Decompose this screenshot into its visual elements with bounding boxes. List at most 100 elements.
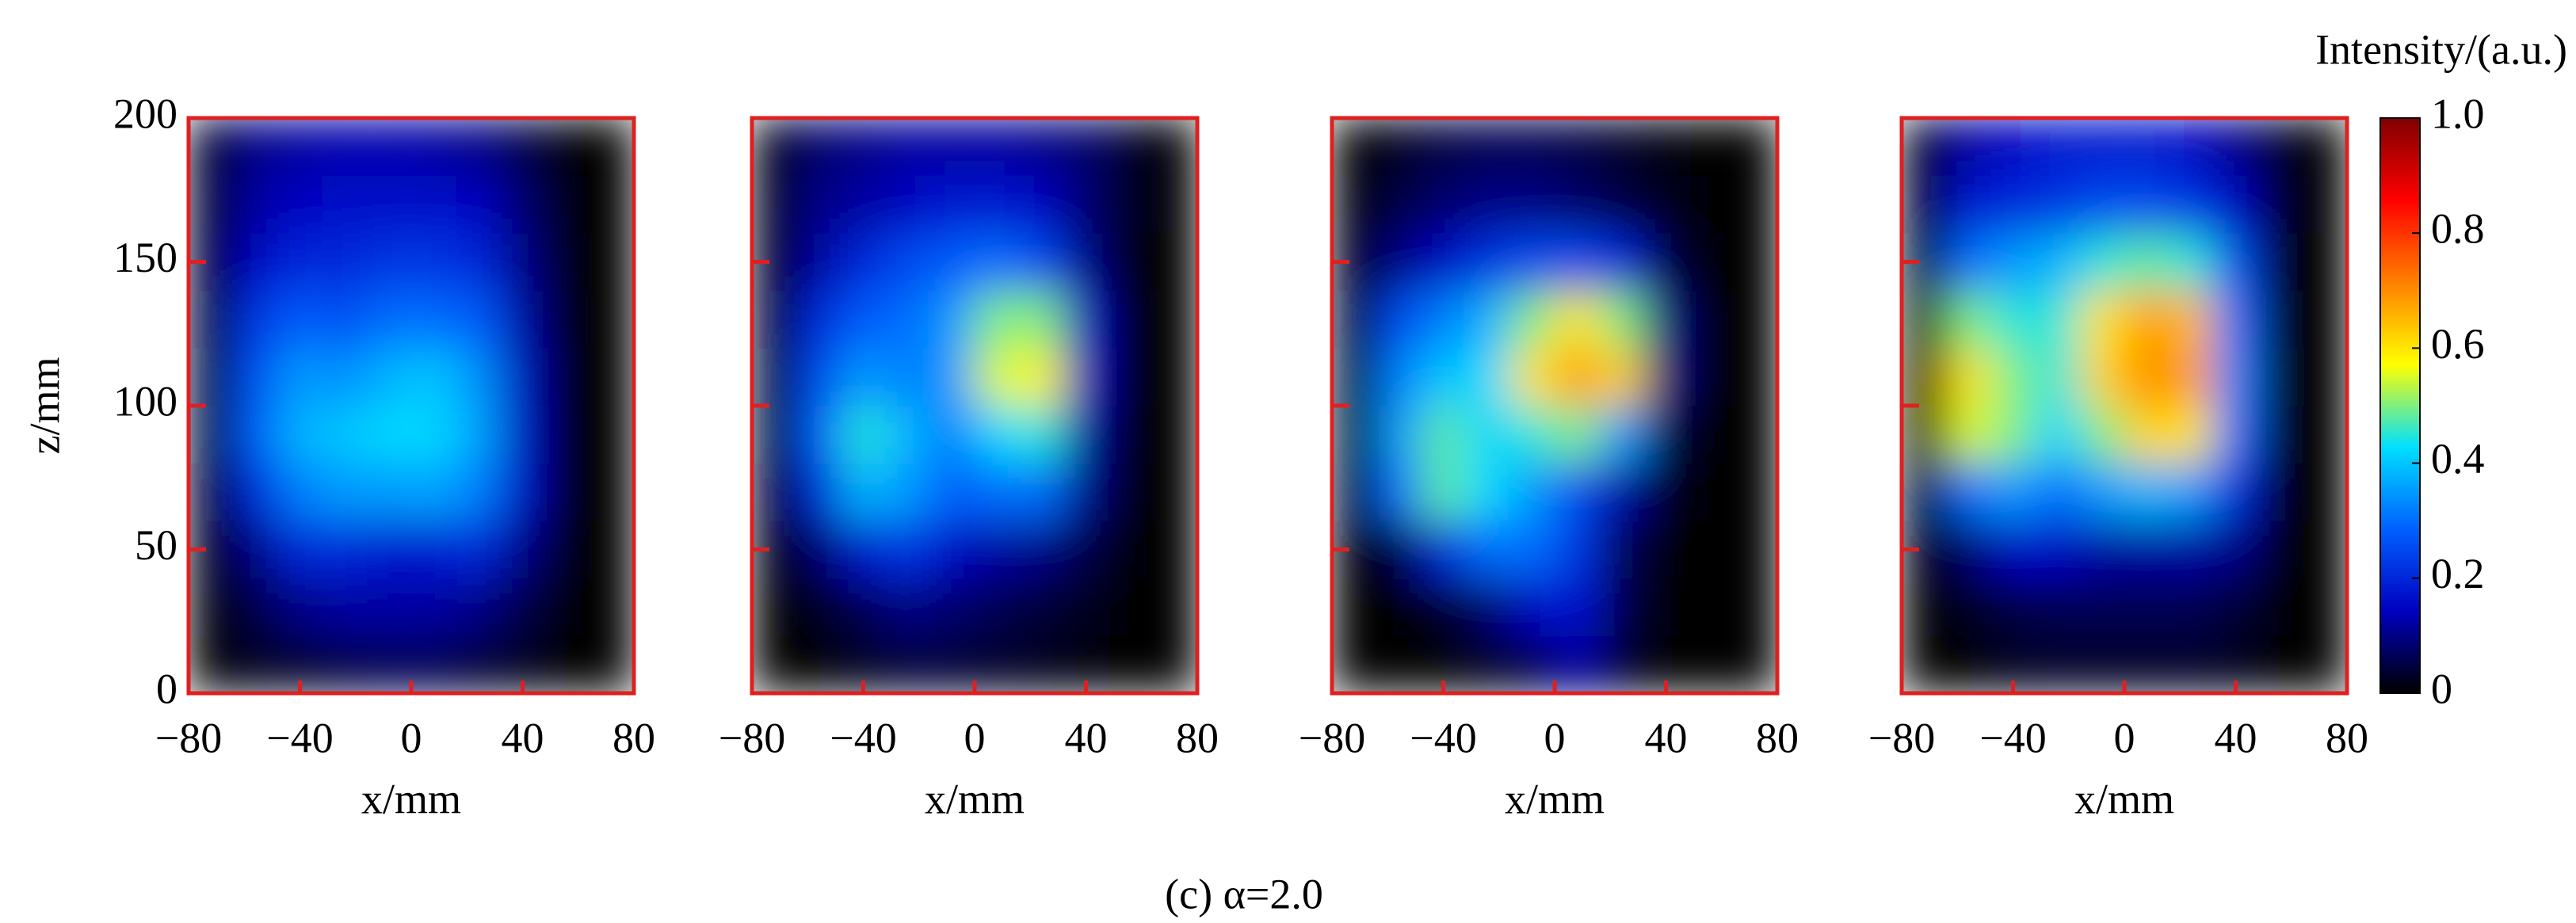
heat-cell [589,406,634,464]
heat-cell [1019,578,1064,636]
heat-cell [1688,463,1734,521]
heat-cell [1509,348,1555,406]
heat-cell [1555,578,1600,636]
heat-cell [500,290,546,349]
caption: (c) α=2.0 [1165,870,1323,917]
heat-cell [796,118,841,177]
heat-cell [1019,521,1064,579]
heat-cell [1946,118,1991,177]
heat-cell [1555,233,1600,292]
x-tick-label: 0 [964,714,986,761]
heat-cell [1990,175,2036,234]
heat-cell [2213,290,2259,349]
heat-cell [1063,521,1109,579]
heat-cell [277,290,323,349]
heat-cell [2213,406,2259,464]
heat-cell [1465,463,1511,521]
heat-cell [841,290,887,349]
heat-cell [233,348,278,406]
heat-cell [456,521,501,579]
heat-cell [1108,290,1154,349]
heat-cell [975,521,1020,579]
heat-cell [1688,635,1734,693]
heat-cell [1465,175,1511,234]
heat-cell [589,290,634,349]
heat-cell [2079,118,2125,177]
heat-cell [589,233,634,292]
heat-cell [277,578,323,636]
colorbar-tick-label: 1.0 [2431,90,2485,137]
heat-cell [1732,521,1777,579]
heat-cell [841,578,887,636]
x-tick-label: 80 [1756,714,1799,761]
heat-cell [796,521,841,579]
heat-cell [1152,406,1197,464]
y-axis-label: z/mm [21,357,68,455]
heat-cell [796,290,841,349]
heat-cell [1946,463,1991,521]
heat-cell [500,578,546,636]
x-axis-label: x/mm [2074,775,2174,822]
heat-cell [1555,521,1600,579]
plot-frame [750,116,1200,696]
heat-cell [589,118,634,177]
heat-cell [2035,463,2081,521]
heat-cell [1063,348,1109,406]
heat-cell [1990,233,2036,292]
heat-cell [1688,348,1734,406]
heat-cell [233,118,278,177]
heat-cell [500,406,546,464]
heat-cell [2169,348,2214,406]
heat-cell [1376,578,1422,636]
heat-cell [1902,463,1947,521]
heat-cell [2124,578,2170,636]
heat-cell [277,233,323,292]
heat-cell [1332,175,1377,234]
heat-cell [411,521,456,579]
heat-cell [1643,578,1689,636]
heat-cell [975,635,1020,693]
heat-cell [796,578,841,636]
heat-cell [544,175,590,234]
heat-cell [1902,290,1947,349]
heat-cell [1643,175,1689,234]
heat-cell [366,348,412,406]
heat-cell [189,406,234,464]
heat-cell [2035,175,2081,234]
heat-cell [1019,233,1064,292]
heat-cell [500,348,546,406]
heat-cell [796,175,841,234]
heat-cell [1421,521,1467,579]
heat-cell [2302,233,2347,292]
colorbar-tick-label: 0.4 [2431,435,2485,482]
heat-cell [841,463,887,521]
heat-cell [929,290,975,349]
heat-cell [1732,348,1777,406]
heat-cell [1946,578,1991,636]
heat-cell [1152,578,1197,636]
heat-cell [1376,290,1422,349]
heat-cell [2124,406,2170,464]
heat-cell [2302,406,2347,464]
heat-cell [500,175,546,234]
heat-cell [2035,290,2081,349]
heat-cell [456,463,501,521]
heatmap [1332,118,1777,693]
heat-cell [189,635,234,693]
heat-cell [544,463,590,521]
heat-cell [1063,118,1109,177]
heat-cell [411,118,456,177]
heat-cell [411,463,456,521]
heat-cell [1332,118,1377,177]
heat-cell [1732,233,1777,292]
heat-cell [1599,578,1644,636]
heat-cell [975,406,1020,464]
y-tick-label: 100 [113,377,177,425]
heat-cell [1063,463,1109,521]
heat-cell [2169,463,2214,521]
heatmap-cells [1902,118,2347,693]
heat-cell [1108,578,1154,636]
heat-cell [2213,348,2259,406]
heat-cell [1509,578,1555,636]
